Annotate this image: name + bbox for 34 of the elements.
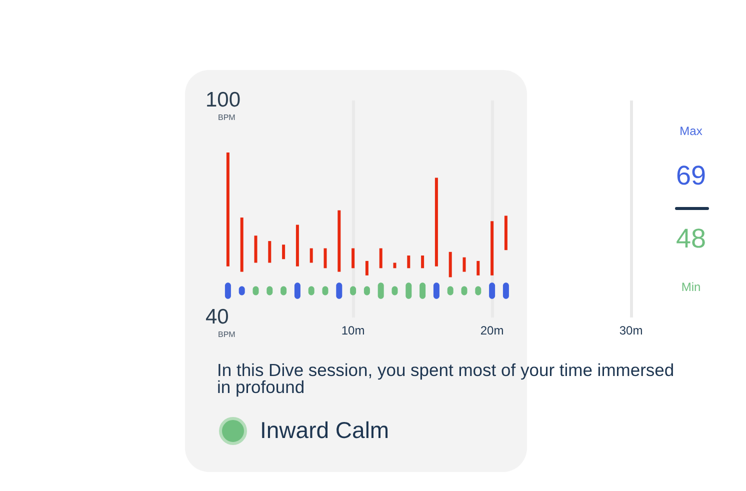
text: Min (681, 280, 701, 294)
x-tick-label: 20m (480, 324, 504, 338)
bar (254, 236, 258, 263)
y-axis-title: BPM (218, 113, 236, 122)
bar (407, 256, 410, 268)
bar (324, 248, 327, 268)
bar (352, 248, 355, 268)
bar (434, 178, 438, 266)
text: BPM (218, 330, 236, 339)
text: In this Dive session, you spent most of your time immersed in profound (217, 360, 676, 397)
bar (476, 260, 480, 276)
bar (268, 241, 272, 263)
text: 48 (676, 224, 706, 254)
bar (282, 244, 286, 260)
bar (421, 256, 424, 268)
bar (365, 260, 368, 276)
bar (296, 224, 299, 266)
y-tick-label: 40 (206, 306, 229, 328)
text: Max (680, 124, 702, 138)
text: Inward Calm (260, 417, 390, 444)
y-tick-label: 100 (206, 88, 241, 112)
bar (240, 218, 244, 272)
x-tick-label: 10m (341, 324, 365, 338)
bar (393, 262, 396, 268)
bar (504, 216, 508, 250)
bar (379, 248, 382, 268)
bar (338, 210, 341, 272)
bar (490, 221, 494, 276)
bar (310, 248, 313, 263)
bar (462, 257, 466, 272)
x-tick-label: 30m (619, 324, 643, 338)
bar (448, 252, 452, 278)
text: 69 (676, 160, 706, 192)
bar (226, 152, 230, 266)
